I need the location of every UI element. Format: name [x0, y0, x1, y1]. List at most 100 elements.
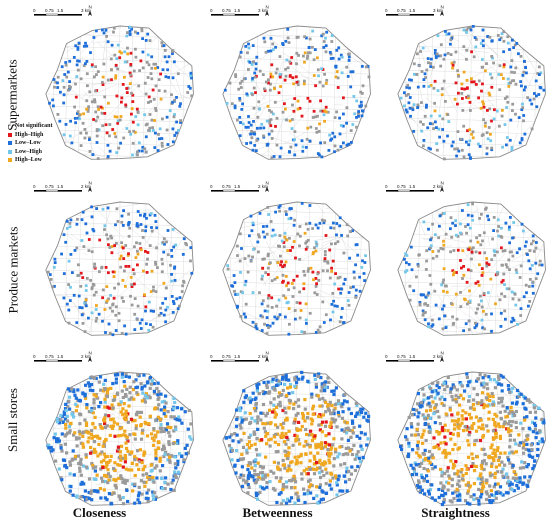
map-svg: 0 0.75 1.5 2 kmN: [33, 351, 194, 506]
scale-tick-label: 1.5: [57, 8, 64, 13]
scale-bar: 0 0.75 1.5 2 km: [385, 354, 443, 362]
scale-tick-label: 0: [385, 8, 388, 13]
city-boundary: [45, 371, 194, 506]
legend-label: Not significant: [15, 123, 53, 129]
north-label: N: [441, 181, 444, 186]
scale-tick-label: 0: [210, 184, 213, 189]
scale-bar: 0 0.75 1.5 2 km: [210, 184, 268, 192]
scale-bar: 0 0.75 1.5 3 km: [385, 8, 443, 16]
map-svg: 0 0.75 1.5 2 kmN: [385, 181, 546, 336]
legend-label: Low–Low: [15, 140, 41, 146]
north-arrow-icon: N: [440, 181, 444, 192]
city-boundary: [397, 371, 546, 506]
scale-tick-label: 0: [210, 8, 213, 13]
map-svg: 0 0.75 1.5 3 kmN: [385, 5, 546, 161]
scale-tick-label: 1.5: [57, 184, 64, 189]
scale-tick-label: 0.75: [397, 354, 406, 359]
map-panel-small-stores-betweenness: 0 0.75 1.5 2 km N: [205, 348, 377, 518]
map-svg: 0 0.75 1.5 2 kmN: [33, 181, 194, 337]
scale-tick-label: 2 km: [433, 184, 443, 189]
city-boundary: [222, 201, 371, 336]
scale-tick-label: 0.75: [45, 184, 54, 189]
legend-label: Low–High: [15, 148, 43, 155]
column-label-straightness: Straightness: [421, 505, 490, 520]
north-arrow-icon: N: [88, 181, 92, 192]
scale-bar: 0 0.75 1.5 2 km: [210, 354, 268, 362]
scale-tick-label: 0: [385, 184, 388, 189]
cluster-points: [399, 25, 546, 161]
north-label: N: [89, 351, 92, 356]
map-panel-small-stores-straightness: 0 0.75 1.5 2 km N: [380, 348, 550, 518]
legend-swatch-high-low: [8, 158, 12, 163]
legend-label: High–High: [15, 131, 44, 138]
legend-item-low-low: Low–Low: [8, 139, 53, 148]
legend-label: High–Low: [15, 157, 43, 163]
scale-tick-label: 1.5: [409, 354, 416, 359]
street-network: [397, 372, 546, 506]
legend-swatch-high-high: [8, 132, 12, 137]
scale-bar: 0 0.75 1.5 2 km: [33, 184, 91, 192]
legend-swatch-low-high: [8, 149, 12, 154]
north-label: N: [89, 181, 92, 186]
city-boundary: [397, 25, 546, 160]
scale-tick-label: 1.5: [409, 184, 416, 189]
column-label-betweenness: Betweenness: [242, 505, 313, 520]
cluster-points: [48, 25, 194, 160]
street-network: [397, 26, 546, 160]
scale-tick-label: 2 km: [433, 354, 443, 359]
north-label: N: [441, 5, 444, 10]
north-arrow-icon: N: [440, 351, 444, 362]
north-arrow-icon: N: [265, 351, 269, 362]
north-arrow-icon: N: [88, 5, 92, 16]
scale-tick-label: 2 km: [258, 354, 268, 359]
city-boundary: [397, 201, 546, 336]
street-network: [45, 372, 194, 506]
scale-tick-label: 0.75: [397, 184, 406, 189]
legend-item-high-low: High–Low: [8, 156, 53, 165]
legend: × Not significant High–High Low–Low Low–…: [8, 122, 53, 165]
legend-swatch-low-low: [8, 141, 12, 146]
column-label-closeness: Closeness: [72, 505, 127, 520]
scale-tick-label: 0.75: [222, 354, 231, 359]
street-network: [397, 202, 546, 336]
scale-bar: 0 0.75 1.5 3 km: [210, 8, 268, 16]
map-panel-supermarkets-straightness: 0 0.75 1.5 3 km N: [380, 2, 550, 172]
north-arrow-icon: N: [265, 181, 269, 192]
north-arrow-icon: N: [265, 5, 269, 16]
city-boundary: [222, 371, 371, 506]
row-label-small-stores: Small stores: [5, 388, 21, 452]
map-panel-small-stores-closeness: 0 0.75 1.5 2 km N: [28, 348, 200, 518]
cluster-points: [46, 205, 194, 337]
north-arrow-icon: N: [88, 351, 92, 362]
scale-tick-label: 1.5: [234, 8, 241, 13]
scale-tick-label: 0: [210, 354, 213, 359]
north-label: N: [89, 5, 92, 10]
cluster-points: [224, 370, 371, 506]
scale-tick-label: 2 km: [258, 184, 268, 189]
cluster-points: [403, 202, 544, 333]
map-panel-produce-markets-closeness: 0 0.75 1.5 2 km N: [28, 178, 200, 348]
scale-tick-label: 2 km: [81, 184, 91, 189]
north-label: N: [266, 351, 269, 356]
scale-tick-label: 0.75: [45, 8, 54, 13]
scale-bar: 0 0.75 1.5 2 km: [385, 184, 443, 192]
scale-tick-label: 0: [33, 184, 36, 189]
legend-item-low-high: Low–High: [8, 148, 53, 157]
scale-tick-label: 1.5: [57, 354, 64, 359]
map-svg: 0 0.75 1.5 3 kmN: [210, 5, 371, 160]
north-label: N: [441, 351, 444, 356]
scale-tick-label: 0.75: [222, 8, 231, 13]
scale-tick-label: 0.75: [397, 8, 406, 13]
scale-tick-label: 0.75: [222, 184, 231, 189]
scale-tick-label: 3 km: [81, 8, 91, 13]
scale-tick-label: 1.5: [409, 8, 416, 13]
scale-tick-label: 3 km: [258, 8, 268, 13]
scale-tick-label: 0: [385, 354, 388, 359]
map-svg: 0 0.75 1.5 3 kmN: [33, 5, 194, 160]
scale-tick-label: 0: [33, 8, 36, 13]
map-svg: 0 0.75 1.5 2 kmN: [210, 181, 371, 336]
map-svg: 0 0.75 1.5 2 kmN: [385, 351, 546, 507]
street-network: [222, 202, 371, 336]
city-boundary: [45, 201, 194, 336]
scale-tick-label: 0.75: [45, 354, 54, 359]
